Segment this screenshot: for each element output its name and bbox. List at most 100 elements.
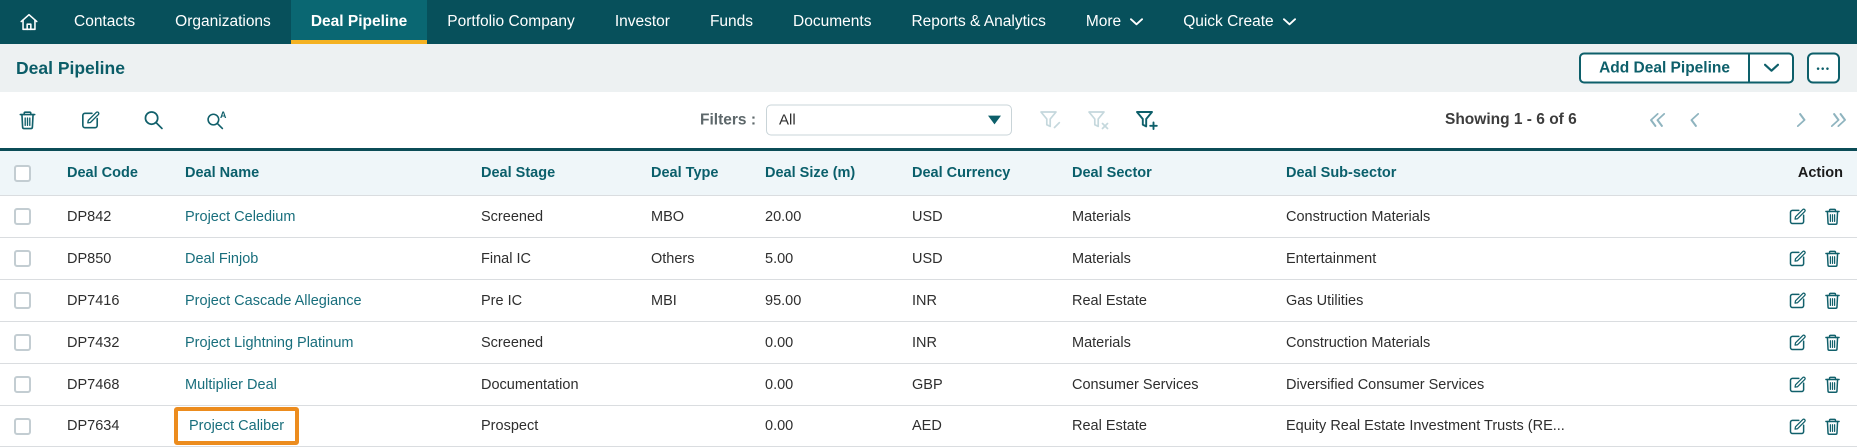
first-page-button[interactable]	[1647, 113, 1666, 127]
cell-deal-currency: INR	[912, 292, 937, 309]
row-checkbox[interactable]	[14, 250, 31, 267]
cell-deal-code: DP7468	[67, 376, 120, 393]
cell-deal-sector: Consumer Services	[1072, 376, 1199, 393]
search-icon[interactable]	[142, 109, 165, 132]
row-edit-icon[interactable]	[1787, 206, 1808, 227]
deal-name-link[interactable]: Deal Finjob	[185, 250, 259, 267]
select-all-checkbox[interactable]	[14, 164, 31, 182]
nav-item-documents[interactable]: Documents	[773, 0, 891, 44]
deal-name-link[interactable]: Project Cascade Allegiance	[185, 292, 362, 309]
delete-icon[interactable]	[16, 109, 39, 132]
cell-deal-currency: USD	[912, 208, 943, 225]
nav-item-label: Funds	[709, 13, 754, 30]
row-edit-icon[interactable]	[1787, 248, 1808, 269]
table-row: DP7468 Multiplier Deal Documentation 0.0…	[0, 363, 1857, 405]
cell-deal-code: DP7416	[67, 292, 120, 309]
cell-deal-type: MBI	[651, 292, 677, 309]
nav-item-reports-analytics[interactable]: Reports & Analytics	[891, 0, 1065, 44]
cell-deal-sector: Materials	[1072, 208, 1131, 225]
column-header-deal-size[interactable]: Deal Size (m)	[765, 165, 856, 181]
row-checkbox[interactable]	[14, 376, 31, 393]
chevron-left-icon	[1688, 113, 1700, 127]
row-checkbox[interactable]	[14, 208, 31, 225]
nav-item-label: Quick Create	[1183, 13, 1274, 30]
cell-deal-subsector: Gas Utilities	[1286, 292, 1364, 309]
table-row: DP842 Project Celedium Screened MBO 20.0…	[0, 195, 1857, 237]
row-edit-icon[interactable]	[1787, 290, 1808, 311]
cell-deal-sector: Real Estate	[1072, 418, 1147, 434]
double-chevron-right-icon	[1830, 113, 1849, 127]
row-edit-icon[interactable]	[1787, 416, 1808, 437]
more-options-button[interactable]: •••	[1807, 52, 1840, 84]
table-row: DP7432 Project Lightning Platinum Screen…	[0, 321, 1857, 363]
nav-item-investor[interactable]: Investor	[595, 0, 690, 44]
cell-deal-subsector: Construction Materials	[1286, 208, 1431, 225]
add-deal-pipeline-button[interactable]: Add Deal Pipeline	[1599, 59, 1730, 76]
column-header-deal-name[interactable]: Deal Name	[185, 165, 260, 181]
filter-add-icon[interactable]	[1134, 108, 1160, 132]
row-delete-icon[interactable]	[1822, 416, 1843, 437]
deal-name-link[interactable]: Multiplier Deal	[185, 376, 277, 393]
row-delete-icon[interactable]	[1822, 374, 1843, 395]
filter-clear-icon[interactable]	[1086, 108, 1112, 132]
nav-item-contacts[interactable]: Contacts	[54, 0, 155, 44]
filters-selected-value: All	[778, 111, 796, 129]
home-button[interactable]	[0, 0, 54, 44]
column-header-deal-stage[interactable]: Deal Stage	[481, 165, 556, 181]
filter-edit-icon[interactable]	[1038, 108, 1064, 132]
deal-name-link[interactable]: Project Lightning Platinum	[185, 334, 354, 351]
column-header-deal-subsector[interactable]: Deal Sub-sector	[1286, 165, 1397, 181]
edit-icon[interactable]	[79, 109, 102, 132]
table-row: DP7634 Project Caliber Prospect 0.00 AED…	[0, 405, 1857, 447]
row-checkbox[interactable]	[14, 334, 31, 351]
nav-item-label: Documents	[793, 13, 872, 30]
row-edit-icon[interactable]	[1787, 374, 1808, 395]
last-page-button[interactable]	[1830, 113, 1849, 127]
cell-deal-subsector: Entertainment	[1286, 250, 1377, 267]
row-delete-icon[interactable]	[1822, 290, 1843, 311]
cell-deal-currency: GBP	[912, 376, 943, 393]
column-header-deal-code[interactable]: Deal Code	[67, 165, 138, 181]
double-chevron-left-icon	[1647, 113, 1666, 127]
add-deal-pipeline-dropdown-button[interactable]	[1748, 54, 1792, 82]
nav-item-more[interactable]: More	[1066, 0, 1163, 44]
nav-item-label: Investor	[614, 13, 670, 30]
column-header-action: Action	[1797, 165, 1843, 181]
filters-label: Filters :	[700, 111, 756, 128]
nav-item-organizations[interactable]: Organizations	[155, 0, 291, 44]
page-header: Deal Pipeline Add Deal Pipeline •••	[0, 44, 1857, 92]
nav-item-deal-pipeline[interactable]: Deal Pipeline	[290, 0, 428, 44]
deal-name-link[interactable]: Project Celedium	[185, 208, 296, 225]
filters-dropdown[interactable]: All	[765, 104, 1012, 136]
cell-deal-subsector: Construction Materials	[1286, 334, 1431, 351]
row-checkbox[interactable]	[14, 417, 31, 435]
deal-name-link[interactable]: Project Caliber	[189, 418, 285, 434]
cell-deal-stage: Final IC	[481, 250, 531, 267]
cell-deal-stage: Documentation	[481, 376, 579, 393]
cell-deal-sector: Materials	[1072, 250, 1131, 267]
row-checkbox[interactable]	[14, 292, 31, 309]
cell-deal-sector: Materials	[1072, 334, 1131, 351]
row-delete-icon[interactable]	[1822, 248, 1843, 269]
previous-page-button[interactable]	[1688, 113, 1700, 127]
chevron-down-icon	[1283, 18, 1296, 26]
cell-deal-code: DP850	[67, 250, 112, 267]
row-delete-icon[interactable]	[1822, 206, 1843, 227]
showing-count: Showing 1 - 6 of 6	[1445, 111, 1577, 128]
nav-item-funds[interactable]: Funds	[690, 0, 773, 44]
next-page-button[interactable]	[1796, 113, 1808, 127]
nav-item-quick-create[interactable]: Quick Create	[1163, 0, 1315, 44]
cell-deal-size: 0.00	[765, 334, 794, 351]
row-edit-icon[interactable]	[1787, 332, 1808, 353]
nav-item-label: Deal Pipeline	[310, 13, 408, 30]
row-delete-icon[interactable]	[1822, 332, 1843, 353]
column-header-deal-type[interactable]: Deal Type	[651, 165, 719, 181]
nav-item-portfolio-company[interactable]: Portfolio Company	[427, 0, 595, 44]
top-nav: Contacts Organizations Deal Pipeline Por…	[0, 0, 1857, 44]
chevron-right-icon	[1796, 113, 1808, 127]
column-header-deal-currency[interactable]: Deal Currency	[912, 165, 1011, 181]
advanced-search-icon[interactable]	[205, 109, 228, 132]
column-header-deal-sector[interactable]: Deal Sector	[1072, 165, 1152, 181]
cell-deal-subsector: Diversified Consumer Services	[1286, 376, 1485, 393]
page-title: Deal Pipeline	[16, 57, 125, 78]
